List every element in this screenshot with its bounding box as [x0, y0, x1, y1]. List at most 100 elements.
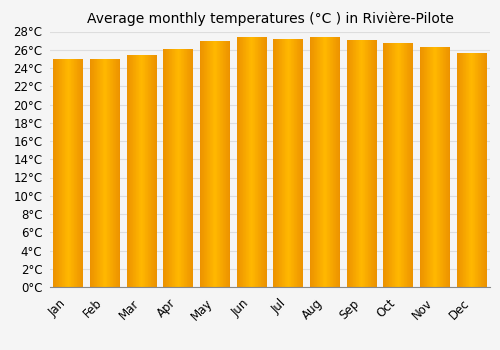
- Bar: [456, 54, 458, 287]
- Bar: [216, 41, 218, 287]
- Bar: [329, 37, 330, 287]
- Bar: [200, 41, 202, 287]
- Bar: [146, 55, 147, 287]
- Bar: [358, 40, 360, 287]
- Bar: [318, 37, 319, 287]
- Bar: [256, 37, 257, 287]
- Bar: [403, 43, 404, 287]
- Bar: [61, 59, 62, 287]
- Bar: [435, 47, 436, 287]
- Bar: [248, 37, 250, 287]
- Bar: [350, 40, 351, 287]
- Bar: [222, 41, 224, 287]
- Bar: [144, 55, 146, 287]
- Bar: [82, 59, 84, 287]
- Bar: [64, 59, 66, 287]
- Bar: [332, 37, 334, 287]
- Bar: [482, 54, 483, 287]
- Bar: [445, 47, 446, 287]
- Bar: [387, 43, 388, 287]
- Bar: [288, 39, 289, 287]
- Bar: [189, 49, 190, 287]
- Bar: [430, 47, 431, 287]
- Bar: [72, 59, 73, 287]
- Bar: [474, 54, 476, 287]
- Bar: [351, 40, 352, 287]
- Bar: [444, 47, 445, 287]
- Bar: [426, 47, 428, 287]
- Bar: [315, 37, 316, 287]
- Bar: [370, 40, 372, 287]
- Bar: [81, 59, 82, 287]
- Bar: [265, 37, 266, 287]
- Bar: [440, 47, 441, 287]
- Bar: [448, 47, 450, 287]
- Bar: [164, 49, 165, 287]
- Bar: [334, 37, 335, 287]
- Bar: [470, 54, 471, 287]
- Bar: [115, 59, 116, 287]
- Bar: [326, 37, 328, 287]
- Bar: [260, 37, 262, 287]
- Bar: [224, 41, 225, 287]
- Bar: [100, 59, 101, 287]
- Bar: [236, 37, 238, 287]
- Bar: [330, 37, 331, 287]
- Bar: [390, 43, 391, 287]
- Bar: [79, 59, 80, 287]
- Bar: [165, 49, 166, 287]
- Bar: [76, 59, 78, 287]
- Bar: [101, 59, 102, 287]
- Bar: [166, 49, 167, 287]
- Bar: [105, 59, 106, 287]
- Bar: [259, 37, 260, 287]
- Bar: [93, 59, 94, 287]
- Bar: [287, 39, 288, 287]
- Bar: [460, 54, 461, 287]
- Bar: [364, 40, 366, 287]
- Bar: [394, 43, 396, 287]
- Bar: [92, 59, 93, 287]
- Bar: [400, 43, 402, 287]
- Bar: [74, 59, 75, 287]
- Bar: [99, 59, 100, 287]
- Bar: [459, 54, 460, 287]
- Bar: [335, 37, 336, 287]
- Bar: [438, 47, 439, 287]
- Bar: [192, 49, 194, 287]
- Bar: [301, 39, 302, 287]
- Bar: [136, 55, 137, 287]
- Bar: [182, 49, 183, 287]
- Bar: [168, 49, 170, 287]
- Bar: [258, 37, 259, 287]
- Bar: [185, 49, 186, 287]
- Bar: [147, 55, 148, 287]
- Bar: [56, 59, 57, 287]
- Bar: [369, 40, 370, 287]
- Bar: [220, 41, 221, 287]
- Bar: [392, 43, 393, 287]
- Bar: [244, 37, 245, 287]
- Bar: [446, 47, 447, 287]
- Bar: [357, 40, 358, 287]
- Bar: [154, 55, 155, 287]
- Bar: [466, 54, 467, 287]
- Bar: [385, 43, 386, 287]
- Bar: [245, 37, 246, 287]
- Bar: [186, 49, 188, 287]
- Bar: [283, 39, 284, 287]
- Bar: [485, 54, 486, 287]
- Bar: [183, 49, 184, 287]
- Bar: [352, 40, 354, 287]
- Bar: [109, 59, 110, 287]
- Bar: [210, 41, 211, 287]
- Bar: [294, 39, 295, 287]
- Bar: [458, 54, 459, 287]
- Bar: [471, 54, 472, 287]
- Bar: [138, 55, 140, 287]
- Bar: [286, 39, 287, 287]
- Bar: [206, 41, 208, 287]
- Bar: [110, 59, 111, 287]
- Bar: [137, 55, 138, 287]
- Bar: [98, 59, 99, 287]
